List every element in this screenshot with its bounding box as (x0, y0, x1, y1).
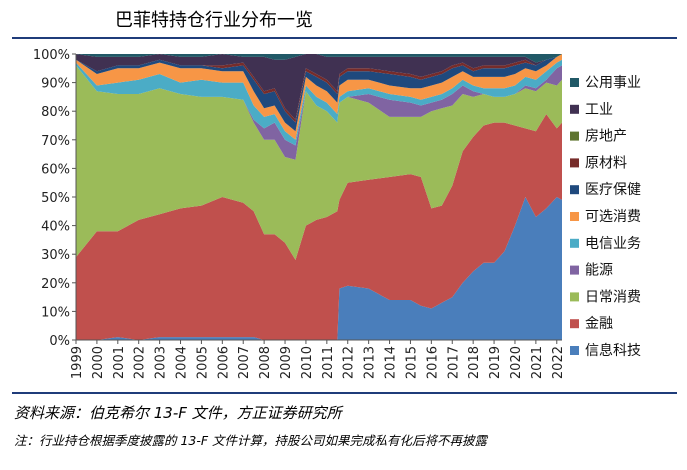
x-tick-label: 2008 (258, 346, 273, 379)
legend-label: 原材料 (585, 155, 627, 171)
y-tick-label: 40% (41, 220, 70, 235)
legend-item: 工业 (570, 102, 613, 118)
y-tick-label: 90% (41, 77, 70, 92)
y-axis: 0% 10% 20% 30% 40% 50% 60% 70% 80% 90% 100% (33, 48, 76, 349)
stacked-area-chart: 0% 10% 20% 30% 40% 50% 60% 70% 80% 90% 100% 1999 20… (33, 48, 641, 379)
y-tick-label: 20% (41, 277, 70, 292)
area-series-group (76, 54, 562, 340)
legend-swatch (570, 346, 579, 355)
legend-item: 电信业务 (570, 236, 641, 252)
x-tick-label: 2018 (467, 346, 482, 379)
legend-swatch (570, 292, 579, 302)
header-rule (12, 37, 677, 39)
x-tick-label: 2014 (384, 346, 399, 379)
x-tick-label: 1999 (70, 346, 85, 379)
legend-item: 可选消费 (570, 209, 641, 225)
x-tick-label: 2012 (342, 346, 357, 379)
y-tick-label: 30% (41, 248, 70, 263)
x-tick-label: 2009 (279, 346, 294, 379)
legend-label: 金融 (585, 316, 613, 332)
x-tick-label: 2016 (425, 346, 440, 379)
legend-item: 能源 (570, 263, 613, 279)
legend-item: 信息科技 (570, 342, 641, 359)
legend-label: 可选消费 (585, 209, 641, 225)
source-note: 资料来源：伯克希尔 13-F 文件，方正证券研究所 (14, 404, 342, 422)
area-series-9 (76, 54, 562, 120)
area-series-10 (76, 54, 562, 63)
legend-swatch (570, 78, 579, 87)
y-tick-label: 80% (41, 105, 70, 120)
x-tick-label: 2017 (446, 346, 461, 379)
legend-swatch (570, 185, 579, 195)
y-tick-label: 0% (49, 334, 70, 349)
legend-item: 原材料 (570, 155, 627, 171)
y-tick-label: 100% (33, 48, 70, 63)
legend-swatch (570, 104, 579, 114)
x-tick-label: 2013 (363, 346, 378, 379)
x-tick-label: 2002 (133, 346, 148, 379)
legend-item: 房地产 (570, 129, 627, 145)
legend-label: 房地产 (585, 129, 627, 145)
legend-label: 能源 (585, 263, 613, 279)
footer-rule (12, 392, 677, 394)
y-tick-label: 70% (41, 134, 70, 149)
y-tick-label: 10% (41, 305, 70, 320)
area-series-5 (76, 54, 562, 140)
x-tick-label: 2021 (530, 346, 545, 379)
legend-label: 日常消费 (585, 289, 641, 305)
x-tick-label: 2003 (154, 346, 169, 379)
y-tick-label: 60% (41, 162, 70, 177)
legend-swatch (570, 212, 579, 221)
x-axis: 1999 2000 2001 2002 2003 2004 2005 2006 2007 2008… (70, 340, 566, 379)
x-tick-label: 2006 (216, 346, 231, 379)
legend-label: 工业 (585, 102, 613, 118)
legend-label: 医疗保健 (585, 182, 641, 198)
legend-item: 医疗保健 (570, 182, 641, 198)
chart-title: 巴菲特持仓行业分布一览 (115, 10, 313, 31)
x-tick-label: 2000 (91, 346, 106, 379)
x-tick-label: 2022 (551, 346, 566, 379)
area-series-2 (76, 65, 562, 260)
legend-swatch (570, 158, 579, 168)
y-tick-label: 50% (41, 191, 70, 206)
legend-swatch (570, 131, 579, 141)
legend-swatch (570, 238, 579, 248)
legend-item: 日常消费 (570, 289, 641, 305)
x-tick-label: 2011 (321, 346, 336, 379)
axes (75, 54, 562, 341)
legend-label: 信息科技 (585, 342, 641, 359)
legend-label: 电信业务 (585, 236, 641, 252)
legend-label: 公用事业 (585, 75, 641, 91)
x-tick-label: 2005 (195, 346, 210, 379)
legend-item: 公用事业 (570, 75, 641, 91)
x-tick-label: 2004 (175, 346, 190, 379)
x-tick-label: 2019 (488, 346, 503, 379)
footnote: 注：行业持仓根据季度披露的 13-F 文件计算，持股公司如果完成私有化后将不再披… (14, 433, 488, 448)
area-series-1 (76, 114, 562, 340)
area-series-0 (76, 197, 562, 340)
x-tick-label: 2007 (237, 346, 252, 379)
legend-item: 金融 (570, 316, 613, 332)
x-tick-label: 2020 (509, 346, 524, 379)
x-tick-label: 2001 (112, 346, 127, 379)
x-tick-label: 2010 (300, 346, 315, 379)
area-series-4 (76, 59, 562, 146)
legend-swatch (570, 319, 579, 329)
legend-swatch (570, 265, 579, 275)
x-tick-label: 2015 (405, 346, 420, 379)
